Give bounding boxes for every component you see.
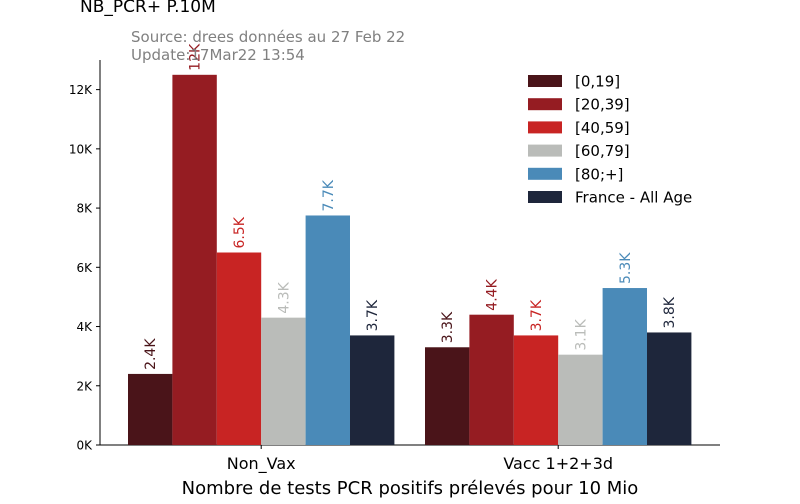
legend-label: France - All Age [575, 189, 692, 207]
bar [128, 373, 173, 445]
y-tick-label: 2K [76, 379, 93, 393]
bar-value-label: 3.3K [440, 311, 456, 343]
legend-label: [60,79] [575, 142, 630, 160]
bar-value-label: 4.3K [276, 281, 292, 313]
bar-value-label: 4.4K [485, 278, 501, 310]
bar-value-label: 3.7K [529, 299, 545, 331]
bar-value-label: 6.5K [232, 216, 248, 248]
y-tick-label: 8K [76, 202, 93, 216]
bar-value-label: 7.7K [321, 179, 337, 211]
bar-value-label: 12K [188, 43, 204, 71]
x-tick-label: Non_Vax [227, 454, 296, 474]
bar [216, 252, 262, 445]
x-axis-label: Nombre de tests PCR positifs prélevés po… [182, 478, 639, 499]
legend-swatch [528, 191, 562, 203]
bar [350, 335, 395, 445]
legend-swatch [528, 98, 562, 111]
bar [558, 354, 603, 445]
bar [172, 74, 217, 446]
y-tick-label: 10K [69, 142, 93, 156]
y-tick-label: 6K [76, 261, 93, 275]
bar [305, 215, 350, 445]
legend-swatch [528, 144, 562, 157]
legend-label: [80;+] [575, 165, 623, 183]
bar-value-label: 5.3K [618, 252, 634, 284]
chart-subtitle-source: Source: drees données au 27 Feb 22 [131, 28, 406, 46]
bar [469, 314, 514, 445]
bar [647, 332, 692, 445]
bar [425, 347, 470, 445]
legend-label: [20,39] [575, 96, 630, 114]
legend-label: [0,19] [575, 73, 620, 91]
legend-swatch [528, 121, 562, 134]
bar [261, 317, 306, 445]
bar [602, 288, 647, 445]
bar-value-label: 2.4K [143, 338, 159, 370]
bar-value-label: 3.1K [573, 318, 589, 350]
bar [513, 335, 559, 445]
x-tick-label: Vacc 1+2+3d [503, 454, 613, 473]
legend-label: [40,59] [575, 119, 630, 137]
y-tick-label: 0K [76, 439, 93, 453]
chart-title: NB_PCR+ P.10M [80, 0, 216, 17]
bar-value-label: 3.7K [365, 299, 381, 331]
bar-value-label: 3.8K [662, 296, 678, 328]
y-tick-label: 4K [76, 320, 93, 334]
legend-swatch [528, 167, 562, 180]
chart-subtitle-update: Update:17Mar22 13:54 [131, 46, 305, 64]
y-tick-label: 12K [69, 83, 93, 97]
legend-swatch [528, 75, 562, 87]
